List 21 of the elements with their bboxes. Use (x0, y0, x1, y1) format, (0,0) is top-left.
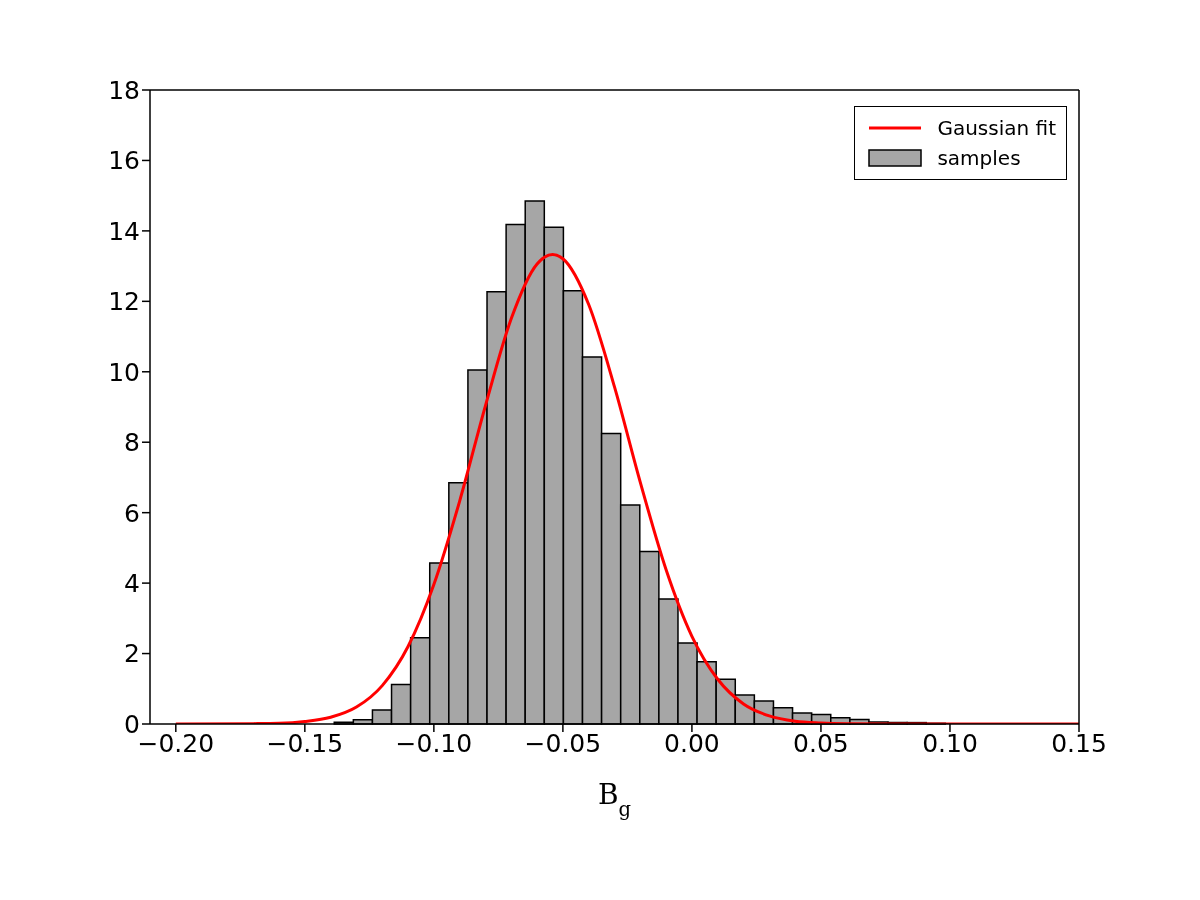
x-tick-label: −0.15 (266, 728, 344, 758)
y-tick-label: 10 (108, 357, 140, 387)
y-tick-label: 8 (124, 428, 140, 458)
x-tick-label: −0.05 (524, 728, 602, 758)
x-tick-label: 0.00 (664, 728, 720, 758)
x-tick-label: 0.15 (1051, 728, 1107, 758)
x-tick-label: 0.10 (922, 728, 978, 758)
y-tick-label: 14 (108, 216, 140, 246)
x-tick-label: 0.05 (793, 728, 849, 758)
y-tick-label: 12 (108, 287, 140, 317)
y-tick-label: 2 (124, 639, 140, 669)
y-tick-label: 16 (108, 146, 140, 176)
x-axis-title: B$_{g}$ (597, 778, 632, 821)
y-tick-label: 6 (124, 498, 140, 528)
legend-label: Gaussian fit (937, 116, 1056, 140)
y-tick-label: 18 (108, 75, 140, 105)
y-tick-label: 4 (124, 568, 140, 598)
x-tick-label: −0.10 (395, 728, 473, 758)
y-tick-label: 0 (124, 709, 140, 739)
legend-label: samples (937, 146, 1021, 170)
x-tick-label: −0.20 (137, 728, 215, 758)
